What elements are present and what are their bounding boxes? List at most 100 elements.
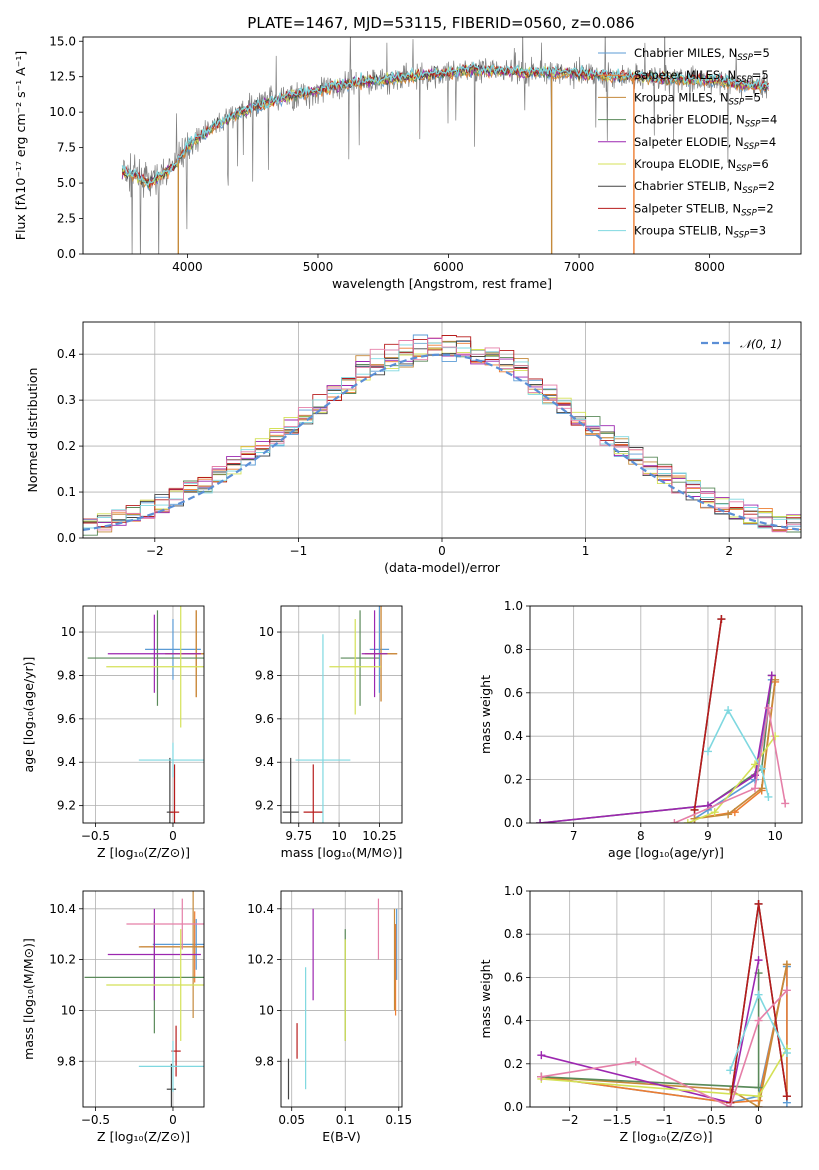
legend-entry-count: =5 bbox=[744, 90, 761, 104]
massweight_vs_Z-frame bbox=[529, 890, 803, 1108]
massweight-point bbox=[754, 1016, 763, 1025]
age_vs_Z-xtick-label: 0 bbox=[169, 829, 177, 843]
legend-entry-count: =5 bbox=[752, 68, 769, 82]
massweight_vs_Z-plot-area bbox=[537, 899, 791, 1107]
residuals-panel: −2 −1 0 1 2 0.0 0.1 0.2 0.3 0.4 (data-model)/error… bbox=[25, 321, 802, 575]
massweight-point bbox=[750, 760, 759, 769]
residuals-ytick-label: 0.2 bbox=[57, 439, 76, 453]
mass_vs_ebv-xtick-label: 0.1 bbox=[336, 1113, 355, 1127]
age_vs_mass-xtick-label: 9.75 bbox=[285, 829, 312, 843]
massweight-point bbox=[717, 615, 726, 624]
age_vs_mass-xtick-label: 10 bbox=[331, 829, 346, 843]
massweight_vs_age-frame bbox=[529, 605, 803, 824]
age_vs_mass-ytick-label: 9.6 bbox=[255, 712, 274, 726]
massweight_vs_Z-xtick-label: −2 bbox=[561, 1113, 579, 1127]
massweight-point bbox=[782, 1049, 791, 1057]
massweight-point bbox=[690, 805, 699, 814]
massweight-point bbox=[754, 990, 763, 999]
spectrum-xtick-label: 6000 bbox=[433, 260, 464, 274]
spectrum-ytick-label: 10.0 bbox=[49, 105, 76, 119]
massweight_vs_Z-xtick-label: −0.5 bbox=[697, 1113, 726, 1127]
spectrum-xtick-label: 5000 bbox=[303, 260, 334, 274]
massweight-series-line bbox=[693, 618, 723, 811]
mass_vs_Z-ytick-label: 10.4 bbox=[49, 902, 76, 916]
mass_vs_Z-ytick-label: 9.8 bbox=[57, 1054, 76, 1068]
massweight_vs_Z-xtick-label: −1.5 bbox=[602, 1113, 631, 1127]
spectrum-ytick-label: 12.5 bbox=[49, 70, 76, 84]
spectrum-ytick-label: 0.0 bbox=[57, 247, 76, 261]
massweight_vs_age-xtick-label: 8 bbox=[637, 829, 645, 843]
age_vs_mass-ytick-label: 9.4 bbox=[255, 755, 274, 769]
legend-entry: Chabrier STELIB, NSSP=2 bbox=[634, 179, 775, 196]
spectrum-xlabel: wavelength [Angstrom, rest frame] bbox=[332, 276, 552, 291]
massweight_vs_age-ylabel: mass weight bbox=[478, 675, 493, 754]
massweight-point bbox=[536, 819, 545, 823]
massweight-point bbox=[764, 792, 773, 801]
age_vs_mass-xlabel: mass [log₁₀(M/M⊙)] bbox=[281, 845, 403, 860]
normal-curve bbox=[83, 353, 801, 531]
massweight_vs_age-ytick-label: 1.0 bbox=[504, 599, 523, 613]
massweight-point bbox=[771, 675, 780, 684]
massweight-point bbox=[754, 1103, 763, 1107]
age_vs_Z-ytick-label: 9.6 bbox=[57, 712, 76, 726]
massweight_vs_age-ytick-label: 0.0 bbox=[504, 816, 523, 830]
massweight-series-line bbox=[541, 989, 788, 1107]
spectrum-frame bbox=[82, 36, 802, 255]
massweight-point bbox=[781, 799, 790, 808]
massweight-point bbox=[754, 1092, 763, 1101]
mass_vs_ebv-plot-area bbox=[287, 898, 398, 1100]
legend-entry: Salpeter ELODIE, NSSP=4 bbox=[634, 135, 776, 152]
mass_vs_Z-xlabel: Z [log₁₀(Z/Z⊙)] bbox=[97, 1129, 190, 1144]
residuals-ytick-label: 0.1 bbox=[57, 485, 76, 499]
residual-legend-label: 𝒩(0, 1) bbox=[740, 337, 782, 351]
mass_vs_ebv-ytick-label: 10 bbox=[259, 1003, 274, 1017]
mass_vs_Z-frame bbox=[82, 890, 205, 1108]
age_vs_mass-ytick-label: 10 bbox=[259, 625, 274, 639]
residuals-xtick-label: −1 bbox=[290, 544, 308, 558]
mass_vs_ebv-ytick-label: 9.8 bbox=[255, 1054, 274, 1068]
age_vs_Z-ytick-label: 9.2 bbox=[57, 799, 76, 813]
age_vs_Z-ytick-label: 9.8 bbox=[57, 668, 76, 682]
massweight-point bbox=[754, 899, 763, 908]
massweight-point bbox=[764, 703, 773, 712]
massweight_vs_Z-ytick-label: 0.2 bbox=[504, 1057, 523, 1071]
massweight_vs_age-ytick-label: 0.4 bbox=[504, 729, 523, 743]
age_vs_Z-ytick-label: 9.4 bbox=[57, 755, 76, 769]
legend-entry: Kroupa STELIB, NSSP=3 bbox=[634, 224, 766, 241]
massweight-point bbox=[782, 986, 791, 995]
legend-entry-subscript: SSP bbox=[737, 53, 753, 63]
legend-entry: Kroupa MILES, NSSP=5 bbox=[634, 90, 761, 107]
residuals-ytick-label: 0.3 bbox=[57, 393, 76, 407]
massweight_vs_age-xtick-label: 7 bbox=[570, 829, 578, 843]
spectrum-xtick-label: 4000 bbox=[172, 260, 203, 274]
mass_vs_ebv-ytick-label: 10.2 bbox=[247, 953, 274, 967]
legend-entry-name: Chabrier MILES, N bbox=[634, 46, 737, 60]
massweight-vs-age-panel: 7 8 9 10 0.0 0.2 0.4 0.6 0.8 1.0 age [log₁₀(age/yr… bbox=[478, 599, 803, 860]
age_vs_mass-plot-area bbox=[282, 606, 398, 823]
mass_vs_Z-ylabel: mass [log₁₀(M/M⊙)] bbox=[21, 938, 36, 1060]
spectrum-ytick-label: 7.5 bbox=[57, 141, 76, 155]
legend-entry-name: Salpeter MILES, N bbox=[634, 68, 736, 82]
spectrum-xtick-label: 7000 bbox=[564, 260, 595, 274]
legend-entry-name: Kroupa STELIB, N bbox=[634, 224, 734, 238]
spectrum-ytick-label: 15.0 bbox=[49, 34, 76, 48]
residuals-ytick-label: 0.0 bbox=[57, 531, 76, 545]
massweight_vs_Z-ytick-label: 0.8 bbox=[504, 927, 523, 941]
massweight-series-line bbox=[674, 707, 786, 823]
residuals-xtick-label: 1 bbox=[582, 544, 590, 558]
residuals-ytick-label: 0.4 bbox=[57, 347, 76, 361]
mass_vs_Z-ytick-label: 10.2 bbox=[49, 953, 76, 967]
massweight-series-line bbox=[541, 964, 788, 1107]
massweight-point bbox=[771, 732, 780, 741]
legend-entry: Salpeter STELIB, NSSP=2 bbox=[634, 201, 774, 218]
residuals-xtick-label: 0 bbox=[438, 544, 446, 558]
legend-entry-subscript: SSP bbox=[741, 208, 757, 218]
legend-entry-subscript: SSP bbox=[736, 75, 752, 85]
massweight-point bbox=[710, 808, 719, 817]
age_vs_Z-ytick-label: 10 bbox=[61, 625, 76, 639]
massweight-point bbox=[750, 784, 759, 793]
massweight-point bbox=[724, 810, 733, 819]
mass_vs_ebv-frame bbox=[280, 890, 403, 1108]
